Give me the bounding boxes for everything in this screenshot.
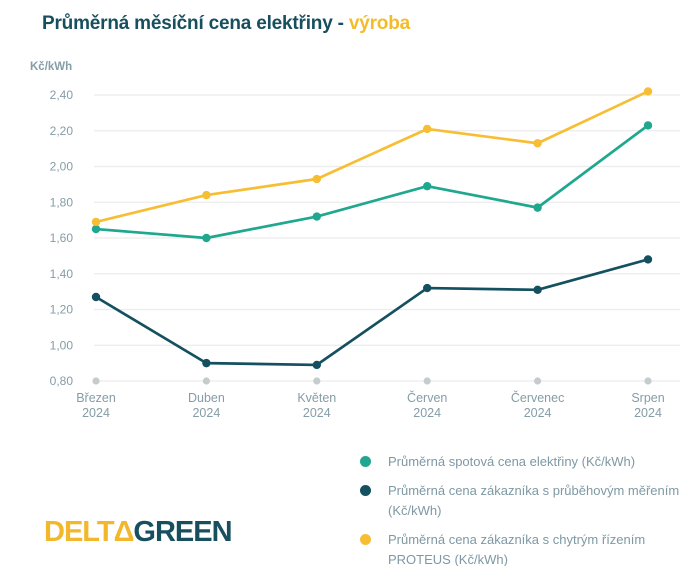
page-title: Průměrná měsíční cena elektřiny - výroba [42, 13, 410, 35]
data-point-marker [643, 87, 653, 96]
legend-dot-icon [360, 485, 371, 496]
baseline-dot [534, 377, 542, 385]
data-point-marker [202, 190, 211, 200]
data-point-marker [202, 358, 211, 368]
data-point-marker [202, 233, 211, 243]
x-axis-label-year: 2024 [303, 406, 331, 420]
data-point-marker [643, 255, 653, 264]
data-point-marker [643, 121, 653, 130]
legend-label: Průměrná spotová cena elektřiny (Kč/kWh) [388, 454, 636, 469]
x-axis-label-year: 2024 [524, 406, 552, 420]
deltagreen-logo: DELTΔGREEN [44, 516, 233, 549]
data-point-marker [533, 139, 542, 148]
logo-text-green: GREEN [133, 516, 232, 548]
x-axis-label-month: Březen [76, 391, 116, 405]
y-tick-label: 2,20 [50, 124, 74, 138]
legend-label: Průměrná cena zákazníka s průběhovým měř… [388, 483, 680, 518]
legend-dot-icon [360, 534, 371, 545]
x-axis-label-month: Červenec [511, 390, 565, 405]
chart-legend: Průměrná spotová cena elektřiny (Kč/kWh)… [360, 452, 682, 566]
x-axis-label-month: Srpen [631, 391, 664, 405]
data-point-marker [91, 224, 101, 234]
legend-item: Průměrná cena zákazníka s chytrým řízení… [360, 530, 682, 566]
page-title-text: Průměrná měsíční cena elektřiny - [42, 13, 344, 34]
data-point-marker [423, 124, 432, 134]
x-axis-label-year: 2024 [82, 406, 110, 420]
x-axis-label-year: 2024 [634, 406, 662, 420]
data-point-marker [423, 283, 432, 293]
data-point-marker [423, 181, 432, 191]
y-tick-label: 1,80 [50, 195, 74, 209]
baseline-dot [644, 377, 652, 385]
data-point-marker [91, 217, 101, 227]
legend-label: Průměrná cena zákazníka s chytrým řízení… [388, 532, 646, 566]
baseline-dot [202, 377, 210, 385]
series-line [94, 90, 650, 224]
y-tick-label: 1,20 [50, 303, 74, 317]
data-point-marker [312, 212, 321, 221]
logo-delta-icon: Δ [113, 516, 135, 548]
y-tick-label: 1,00 [50, 338, 74, 352]
x-axis-label-year: 2024 [413, 406, 441, 420]
x-axis-label-year: 2024 [192, 406, 220, 420]
logo-text-delta: DELT [44, 516, 115, 548]
y-tick-label: 1,60 [50, 231, 74, 245]
data-point-marker [312, 174, 321, 184]
y-tick-label: 2,40 [50, 88, 74, 102]
x-axis-label-month: Červen [407, 390, 447, 405]
baseline-dot [92, 377, 100, 385]
data-point-marker [312, 360, 321, 370]
baseline-dot [423, 377, 431, 385]
data-point-marker [533, 203, 542, 212]
x-axis-label-month: Květen [297, 391, 336, 405]
legend-dot-icon [360, 456, 371, 467]
data-point-marker [533, 285, 542, 295]
legend-item: Průměrná spotová cena elektřiny (Kč/kWh) [360, 452, 682, 472]
y-tick-label: 1,40 [50, 267, 74, 281]
series-line [94, 124, 650, 240]
data-point-marker [91, 292, 101, 302]
x-axis-label-month: Duben [188, 391, 225, 405]
y-axis-unit-label: Kč/kWh [30, 61, 73, 73]
y-tick-label: 2,00 [50, 160, 74, 174]
y-tick-label: 0,80 [50, 374, 74, 388]
baseline-dot [313, 377, 321, 385]
series-line [94, 258, 650, 367]
line-chart: 0,80 1,00 1,20 1,40 1,60 1,80 2,00 2,20 2,40 Břez… [50, 87, 680, 420]
legend-item: Průměrná cena zákazníka s průběhovým měř… [360, 481, 682, 521]
page-title-highlight: výroba [348, 13, 410, 34]
